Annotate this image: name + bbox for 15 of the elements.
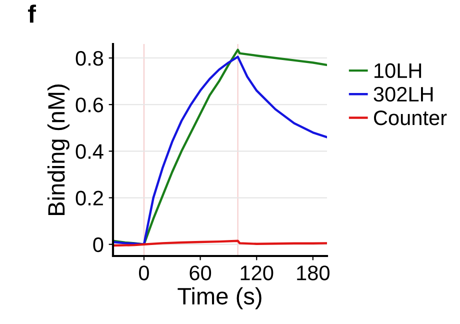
chart-title: f — [28, 4, 36, 23]
y-axis-title: Binding (nM) — [47, 84, 70, 215]
legend-label: 10LH — [374, 63, 422, 78]
y-tick-label: 0.2 — [76, 190, 103, 206]
x-tick-label: 120 — [240, 266, 274, 280]
x-axis-title: Time (s) — [178, 287, 262, 310]
legend-label: Counter — [374, 110, 447, 126]
y-tick-label: 0.8 — [76, 50, 104, 66]
y-tick-label: 0.6 — [76, 98, 104, 112]
x-tick-label: 60 — [190, 266, 212, 280]
legend-label: 302LH — [374, 86, 433, 102]
y-tick-label: 0.4 — [76, 144, 104, 159]
x-tick-label: 0 — [138, 266, 149, 280]
y-tick-label: 0 — [93, 237, 104, 252]
x-tick-label: 180 — [297, 266, 330, 280]
